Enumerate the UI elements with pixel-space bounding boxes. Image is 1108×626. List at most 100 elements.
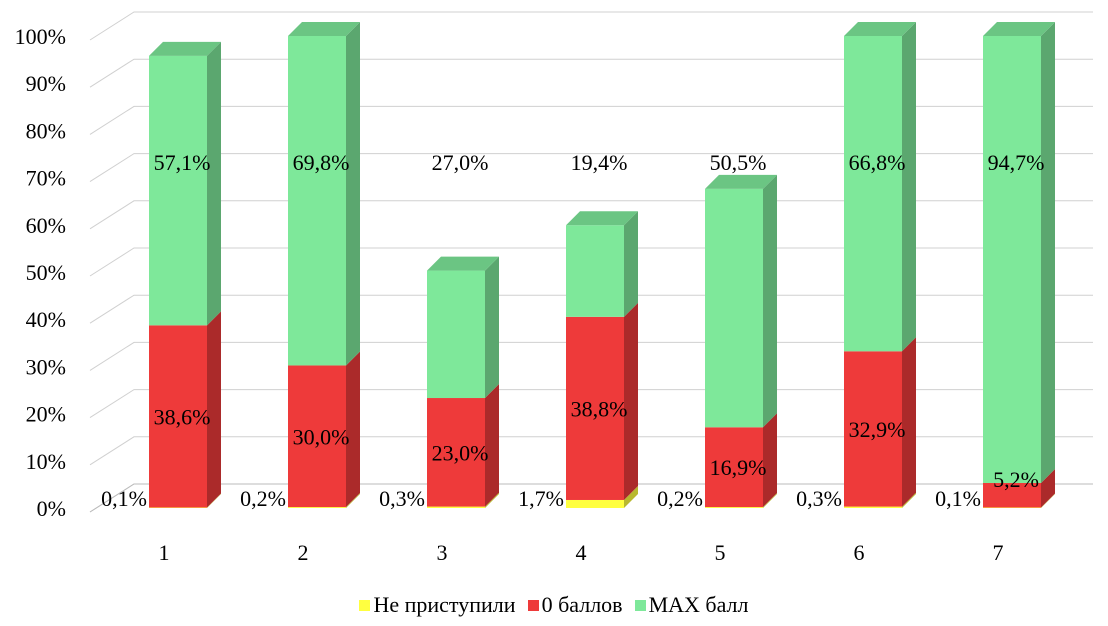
bar-top xyxy=(983,22,1055,36)
bar-segment xyxy=(566,499,624,508)
bar-segment-side xyxy=(624,302,638,500)
y-tick-label: 20% xyxy=(26,402,66,427)
bar-segment xyxy=(705,507,763,508)
bar-top xyxy=(844,22,916,36)
bar-segment-side xyxy=(624,485,638,508)
bar-segment-side xyxy=(763,174,777,428)
legend-label-not-started: Не приступили xyxy=(373,592,516,617)
data-label: 50,5% xyxy=(710,150,767,175)
bar-stack-3 xyxy=(427,256,499,508)
bar-segment xyxy=(844,36,902,352)
legend-swatch-not-started xyxy=(359,599,371,611)
bar-segment xyxy=(427,270,485,399)
data-label: 0,1% xyxy=(101,486,147,511)
bar-segment-side xyxy=(207,311,221,508)
bar-segment xyxy=(427,506,485,508)
bar-segment-side xyxy=(902,492,916,508)
stacked-bar-chart: 0% 10% 20% 30% 40% 50% 60% 70% 80% 90% 100% 0,1% 38… xyxy=(15,11,1093,565)
bar-segment-side xyxy=(207,41,221,326)
gridline xyxy=(89,105,1093,135)
bar-stack-4 xyxy=(566,211,638,508)
y-tick-label: 90% xyxy=(26,71,66,96)
data-label: 57,1% xyxy=(154,150,211,175)
bar-segment-side xyxy=(1041,468,1055,508)
legend-item-zero-points: 0 баллов xyxy=(527,592,623,618)
data-label: 23,0% xyxy=(432,440,489,465)
bar-segment-side xyxy=(207,493,221,508)
gridline xyxy=(89,11,1093,41)
data-label: 94,7% xyxy=(988,150,1045,175)
bar-segment-side xyxy=(902,22,916,352)
data-label: 0,2% xyxy=(240,486,286,511)
data-label: 38,8% xyxy=(571,396,628,421)
data-label: 1,7% xyxy=(518,486,564,511)
bar-segment xyxy=(844,506,902,508)
legend-label-max-points: MAX балл xyxy=(648,592,749,617)
bar-stack-1 xyxy=(149,41,221,508)
bar-top xyxy=(566,211,638,226)
bar-top xyxy=(288,22,360,36)
data-label: 69,8% xyxy=(293,150,350,175)
data-label: 0,2% xyxy=(657,486,703,511)
bar-segment-side xyxy=(624,211,638,317)
bar-segment xyxy=(288,36,346,366)
gridlines xyxy=(89,11,1093,513)
y-tick-label: 0% xyxy=(37,496,66,521)
legend-swatch-max-points xyxy=(634,599,646,611)
data-label: 19,4% xyxy=(571,150,628,175)
y-axis-tick-labels: 0% 10% 20% 30% 40% 50% 60% 70% 80% 90% 100% xyxy=(15,24,66,521)
bar-segment xyxy=(844,351,902,507)
bar-segment xyxy=(705,188,763,428)
bar-stack-7 xyxy=(983,22,1055,508)
data-label: 16,9% xyxy=(710,455,767,480)
y-tick-label: 70% xyxy=(26,166,66,191)
bar-segment xyxy=(427,398,485,507)
x-axis-tick-labels: 1 2 3 4 5 6 7 xyxy=(159,540,1004,565)
data-label: 0,1% xyxy=(935,486,981,511)
data-label: 32,9% xyxy=(849,417,906,442)
bar-segment-side xyxy=(485,384,499,507)
bar-top xyxy=(705,174,777,189)
data-label: 30,0% xyxy=(293,424,350,449)
gridline xyxy=(89,153,1093,183)
bar-segment-side xyxy=(485,256,499,399)
bar-top xyxy=(427,256,499,271)
bar-stack-5 xyxy=(705,174,777,508)
legend-swatch-zero-points xyxy=(527,599,539,611)
bars xyxy=(149,22,1055,508)
bar-stack-6 xyxy=(844,22,916,508)
x-tick-label: 1 xyxy=(159,540,170,565)
bar-segment-side xyxy=(902,337,916,507)
legend-label-zero-points: 0 баллов xyxy=(541,592,623,617)
gridline xyxy=(89,58,1093,88)
bar-segment xyxy=(288,365,346,508)
bar-segment xyxy=(566,316,624,500)
data-labels: 0,1% 38,6% 57,1% 0,2% 30,0% 69,8% 0,3% 23,0% 27,… xyxy=(101,150,1044,511)
legend-item-not-started: Не приступили xyxy=(359,592,516,618)
x-tick-label: 7 xyxy=(993,540,1004,565)
x-tick-label: 4 xyxy=(576,540,587,565)
bar-segment xyxy=(983,482,1041,508)
y-tick-label: 100% xyxy=(15,24,66,49)
bar-segment-side xyxy=(763,413,777,508)
data-label: 27,0% xyxy=(432,150,489,175)
x-tick-label: 5 xyxy=(715,540,726,565)
bar-segment-side xyxy=(485,492,499,508)
x-tick-label: 2 xyxy=(298,540,309,565)
bar-stack-2 xyxy=(288,22,360,508)
legend: Не приступили 0 баллов MAX балл xyxy=(0,592,1108,618)
bar-segment-side xyxy=(346,351,360,508)
y-tick-label: 40% xyxy=(26,307,66,332)
y-tick-label: 10% xyxy=(26,449,66,474)
bar-segment xyxy=(288,507,346,508)
bar-segment xyxy=(149,55,207,326)
data-label: 5,2% xyxy=(993,467,1039,492)
legend-item-max-points: MAX балл xyxy=(634,592,749,618)
bar-top xyxy=(149,41,221,56)
bar-segment xyxy=(983,36,1041,483)
bar-segment-side xyxy=(346,493,360,508)
data-label: 0,3% xyxy=(379,486,425,511)
x-tick-label: 6 xyxy=(854,540,865,565)
data-label: 66,8% xyxy=(849,150,906,175)
y-tick-label: 80% xyxy=(26,118,66,143)
